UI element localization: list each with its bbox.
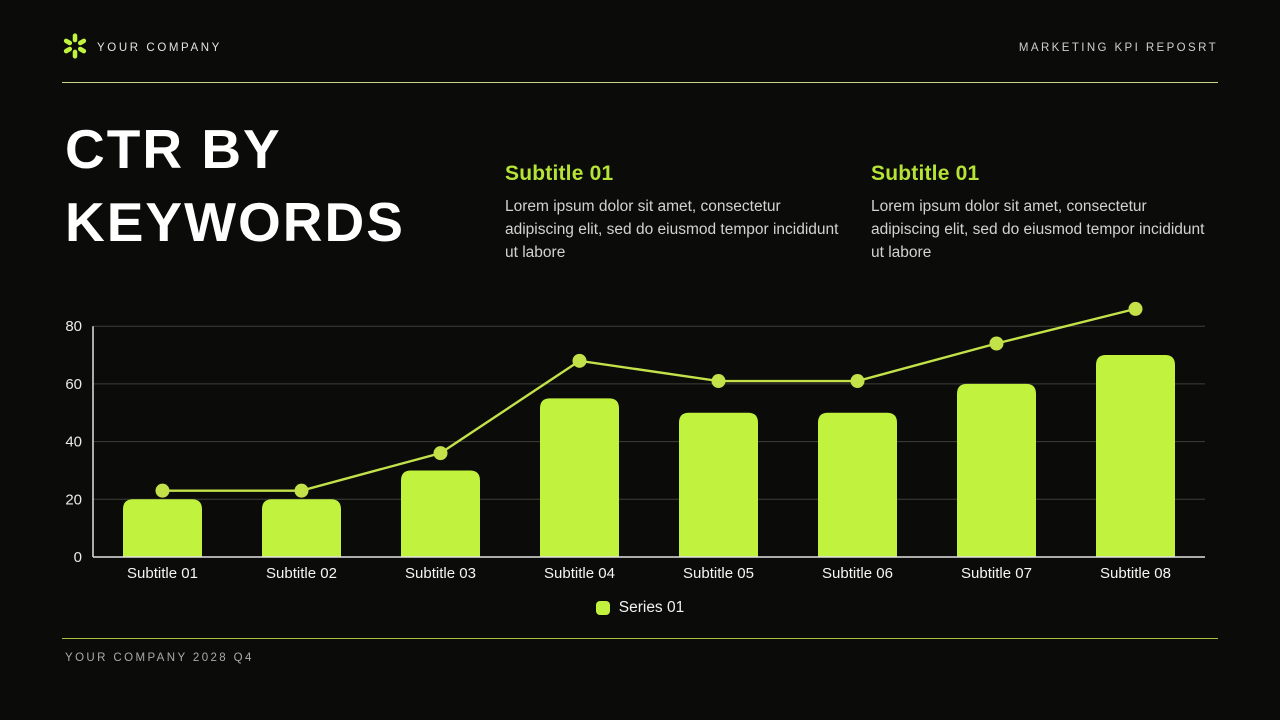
company-name: YOUR COMPANY (97, 42, 222, 54)
svg-text:40: 40 (65, 434, 82, 451)
svg-text:Subtitle 02: Subtitle 02 (266, 565, 337, 582)
page-title: CTR BY KEYWORDS (65, 113, 405, 258)
company-logo-icon (62, 32, 88, 64)
legend-label: Series 01 (618, 599, 685, 616)
svg-text:Subtitle 03: Subtitle 03 (405, 565, 476, 582)
kpi-combo-chart: 0 20 40 60 80 Subtitle 01 Subtitle 02 Subtitle … (65, 301, 1205, 582)
svg-text:0: 0 (74, 549, 82, 566)
subtitle-heading: Subtitle 01 (871, 162, 980, 185)
footer-text: YOUR COMPANY 2028 Q4 (65, 652, 254, 664)
subtitle-body: Lorem ipsum dolor sit amet, consectetur … (871, 198, 1205, 261)
svg-text:80: 80 (65, 318, 82, 335)
chart-area: 0 20 40 60 80 Subtitle 01 Subtitle 02 Subtitle … (60, 296, 1220, 596)
legend-swatch (595, 601, 610, 615)
svg-text:Subtitle 01: Subtitle 01 (127, 565, 198, 582)
subtitle-block-1: Subtitle 01 Lorem ipsum dolor sit amet, … (505, 162, 853, 265)
footer-divider (62, 638, 1218, 639)
svg-text:Subtitle 07: Subtitle 07 (961, 565, 1032, 582)
svg-text:60: 60 (65, 376, 82, 393)
svg-text:Subtitle 04: Subtitle 04 (544, 565, 615, 582)
subtitle-heading: Subtitle 01 (505, 162, 614, 185)
page-title-line2: KEYWORDS (65, 190, 405, 253)
svg-text:20: 20 (65, 491, 82, 508)
subtitle-block-2: Subtitle 01 Lorem ipsum dolor sit amet, … (871, 162, 1219, 265)
page-title-line1: CTR BY (65, 118, 282, 180)
report-title: MARKETING KPI REPOSRT (1018, 42, 1218, 54)
svg-text:Subtitle 08: Subtitle 08 (1100, 565, 1171, 582)
subtitle-body: Lorem ipsum dolor sit amet, consectetur … (505, 198, 839, 261)
svg-text:Subtitle 05: Subtitle 05 (683, 565, 754, 582)
header: YOUR COMPANY MARKETING KPI REPOSRT (62, 0, 1218, 83)
svg-text:Subtitle 06: Subtitle 06 (822, 565, 893, 582)
brand: YOUR COMPANY (62, 32, 222, 64)
chart-legend: Series 01 (60, 599, 1220, 617)
